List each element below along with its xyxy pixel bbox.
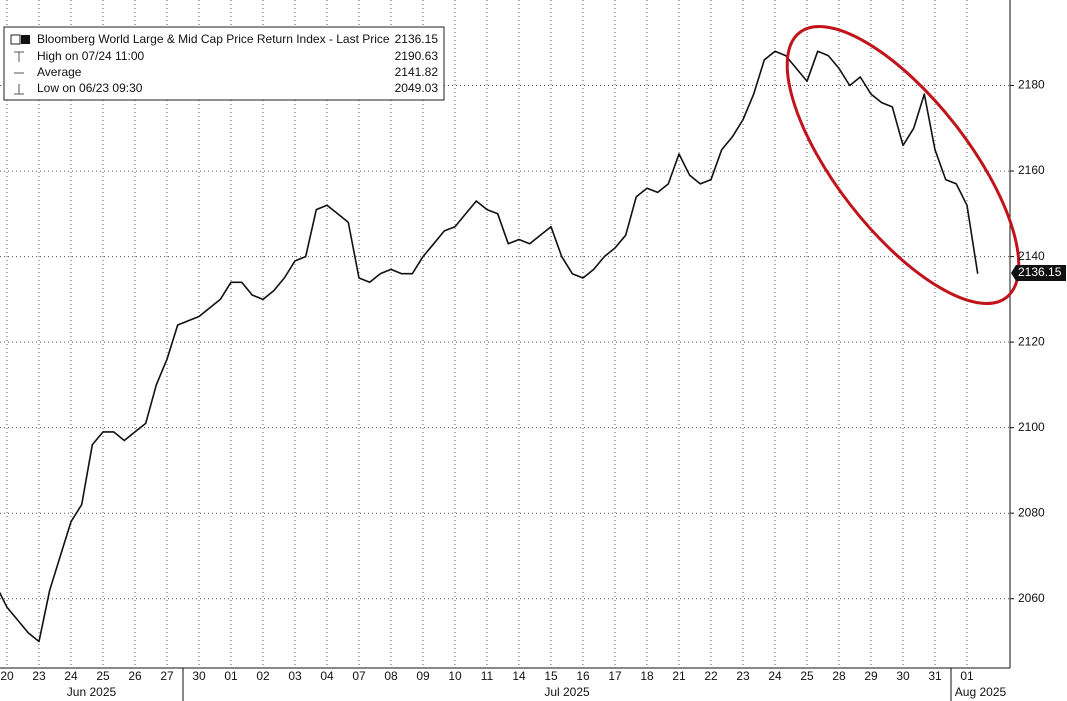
x-tick-label: 29 xyxy=(864,669,878,683)
month-label: Aug 2025 xyxy=(955,685,1007,699)
x-tick-label: 10 xyxy=(448,669,462,683)
legend-label: Average xyxy=(37,65,82,79)
legend-value: 2136.15 xyxy=(395,32,439,46)
x-tick-label: 23 xyxy=(32,669,46,683)
last-price-tag: 2136.15 xyxy=(1011,265,1066,282)
x-tick-label: 04 xyxy=(320,669,334,683)
x-tick-label: 15 xyxy=(544,669,558,683)
legend-glyphs xyxy=(14,51,24,95)
legend-icon xyxy=(21,35,30,44)
x-tick-label: 21 xyxy=(672,669,686,683)
x-tick-label: 01 xyxy=(224,669,238,683)
x-tick-label: 24 xyxy=(768,669,782,683)
legend-value: 2190.63 xyxy=(395,49,439,63)
x-tick-label: 27 xyxy=(160,669,174,683)
legend: Bloomberg World Large & Mid Cap Price Re… xyxy=(3,26,445,101)
legend-label: High on 07/24 11:00 xyxy=(37,49,145,63)
x-tick-label: 17 xyxy=(608,669,622,683)
plot xyxy=(0,50,979,643)
legend-value: 2049.03 xyxy=(395,81,439,95)
y-tick-label: 2100 xyxy=(1018,420,1045,434)
x-tick-label: 03 xyxy=(288,669,302,683)
x-tick-label: 23 xyxy=(736,669,750,683)
last-price-label: 2136.15 xyxy=(1018,265,1062,279)
x-tick-label: 11 xyxy=(481,669,494,683)
x-tick-label: 08 xyxy=(384,669,398,683)
x-tick-label: 20 xyxy=(0,669,14,683)
x-tick-label: 16 xyxy=(576,669,590,683)
x-tick-label: 26 xyxy=(128,669,142,683)
legend-icon xyxy=(10,34,21,45)
x-tick-label: 02 xyxy=(256,669,270,683)
x-tick-label: 30 xyxy=(192,669,206,683)
x-tick-label: 25 xyxy=(96,669,110,683)
price-line xyxy=(0,50,979,643)
x-tick-label: 22 xyxy=(704,669,718,683)
month-label: Jun 2025 xyxy=(67,685,117,699)
x-tick-label: 18 xyxy=(640,669,654,683)
y-tick-label: 2060 xyxy=(1018,591,1045,605)
y-tick-label: 2120 xyxy=(1018,334,1045,348)
month-label: Jul 2025 xyxy=(544,685,590,699)
y-tick-label: 2140 xyxy=(1018,249,1045,263)
x-tick-label: 28 xyxy=(832,669,846,683)
x-tick-label: 24 xyxy=(64,669,78,683)
x-tick-label: 25 xyxy=(800,669,814,683)
last-price-tag-shape xyxy=(1011,265,1066,282)
y-tick-label: 2180 xyxy=(1018,78,1045,92)
x-tick-label: 30 xyxy=(896,669,910,683)
highlight-ellipse xyxy=(785,25,1021,305)
x-tick-label: 14 xyxy=(512,669,526,683)
y-tick-label: 2160 xyxy=(1018,163,1045,177)
x-tick-label: 01 xyxy=(960,669,974,683)
legend-value: 2141.82 xyxy=(395,65,439,79)
x-tick-label: 09 xyxy=(416,669,430,683)
legend-box xyxy=(3,26,445,101)
y-tick-label: 2080 xyxy=(1018,505,1045,519)
legend-label: Bloomberg World Large & Mid Cap Price Re… xyxy=(37,32,390,46)
x-tick-label: 31 xyxy=(928,669,942,683)
x-tick-label: 07 xyxy=(352,669,366,683)
legend-label: Low on 06/23 09:30 xyxy=(37,81,143,95)
